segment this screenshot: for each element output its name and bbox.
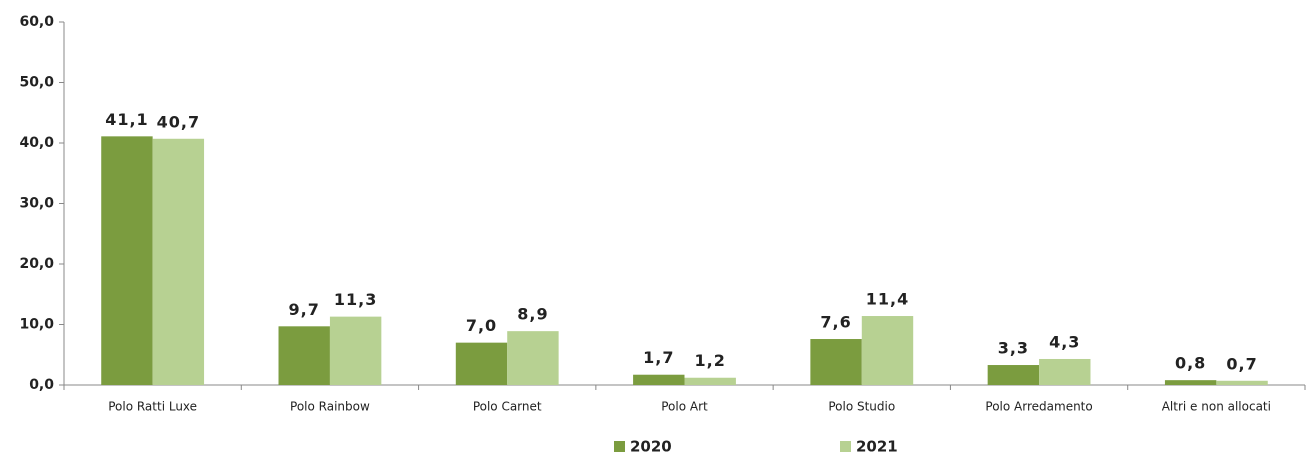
x-tick-label: Polo Carnet [473,400,542,414]
value-label: 9,7 [289,300,320,319]
bar [1164,380,1217,385]
legend-swatch [840,441,851,452]
bar [861,316,914,385]
y-tick-label: 60,0 [19,14,54,30]
bar [633,374,685,385]
bar [1216,380,1268,385]
legend-swatch [614,441,625,452]
bar [101,136,153,385]
bar [152,138,205,385]
y-tick-label: 50,0 [19,75,54,91]
x-tick-label: Polo Rainbow [290,400,370,414]
bar [1039,358,1091,385]
value-label: 0,8 [1175,354,1206,373]
bar [507,331,559,385]
x-tick-label: Polo Arredamento [985,400,1092,414]
bar [810,339,862,385]
value-label: 4,3 [1049,332,1080,351]
value-label: 1,2 [695,351,726,370]
y-tick-label: 20,0 [19,256,54,272]
bar [987,365,1040,385]
value-label: 7,6 [820,313,851,332]
value-label: 3,3 [998,339,1029,358]
value-label: 0,7 [1226,354,1257,373]
y-tick-label: 10,0 [19,317,54,333]
bar [278,326,330,385]
value-label: 8,9 [517,305,548,324]
bar [684,377,736,385]
value-label: 41,1 [105,110,148,129]
bar [455,342,508,385]
value-label: 40,7 [157,112,200,131]
x-tick-label: Altri e non allocati [1162,400,1271,414]
y-tick-label: 40,0 [19,135,54,151]
value-label: 11,4 [866,290,909,309]
x-tick-label: Polo Studio [828,400,895,414]
y-tick-label: 0,0 [29,377,54,393]
x-tick-label: Polo Ratti Luxe [108,400,197,414]
value-label: 1,7 [643,348,674,367]
value-label: 7,0 [466,316,497,335]
x-tick-label: Polo Art [661,400,708,414]
legend-label: 2021 [856,438,898,454]
legend-label: 2020 [630,438,672,454]
value-label: 11,3 [334,290,377,309]
y-tick-label: 30,0 [19,196,54,212]
bar [329,316,382,385]
